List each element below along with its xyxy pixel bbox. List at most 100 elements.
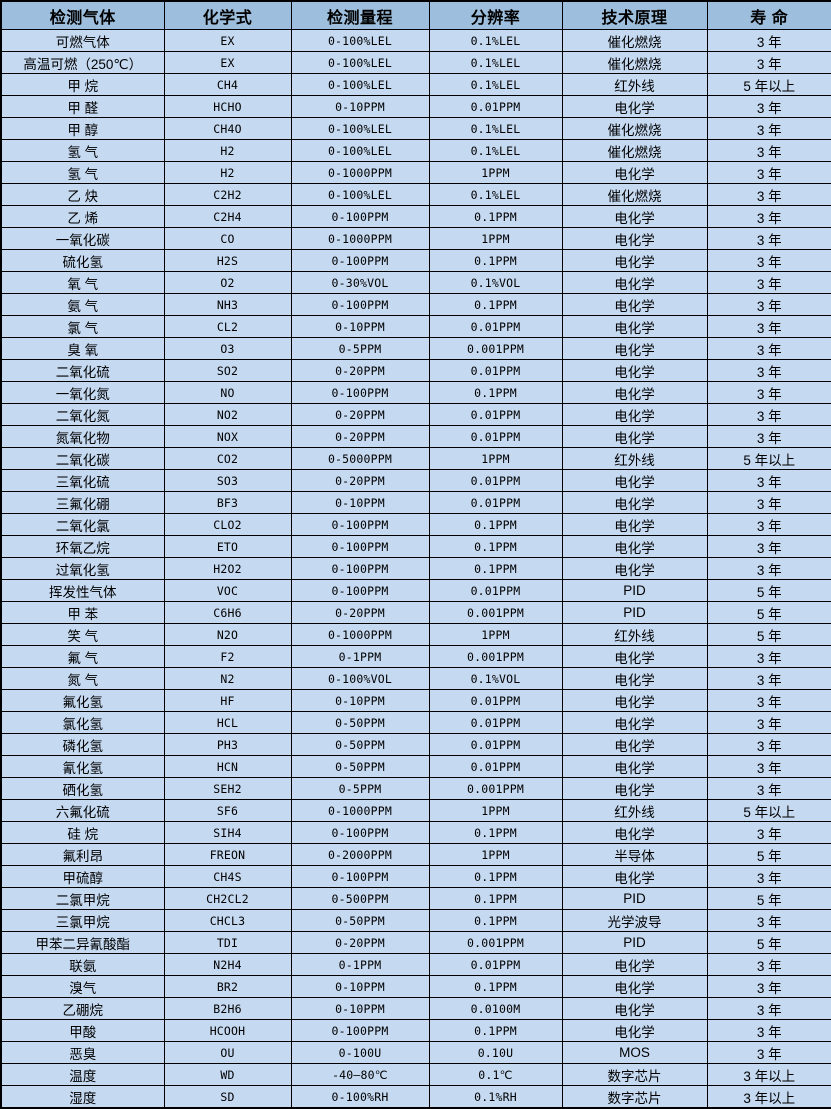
cell-resolution: 0.01PPM bbox=[428, 425, 563, 448]
header-row: 检测气体 化学式 检测量程 分辨率 技术原理 寿 命 bbox=[0, 0, 831, 30]
table-body: 可燃气体 EX 0-100%LEL 0.1%LEL 催化燃烧 3 年高温可燃（250℃） E… bbox=[0, 29, 831, 1109]
cell-resolution: 0.1PPM bbox=[428, 557, 563, 580]
table-row: 二氯甲烷 CH2CL2 0-500PPM 0.1PPM PID 5 年 bbox=[0, 887, 831, 910]
cell-resolution: 0.1PPM bbox=[428, 381, 563, 404]
cell-range: 0-100%LEL bbox=[290, 139, 430, 162]
cell-resolution: 0.01PPM bbox=[428, 711, 563, 734]
cell-lifetime: 3 年 bbox=[706, 975, 831, 998]
cell-lifetime: 3 年 bbox=[706, 205, 831, 228]
table-row: 过氧化氢 H2O2 0-100PPM 0.1PPM 电化学 3 年 bbox=[0, 557, 831, 580]
table-row: 乙 烯 C2H4 0-100PPM 0.1PPM 电化学 3 年 bbox=[0, 205, 831, 228]
cell-formula: NOX bbox=[163, 425, 292, 448]
table-row: 甲酸 HCOOH 0-100PPM 0.1PPM 电化学 3 年 bbox=[0, 1019, 831, 1042]
table-row: 六氟化硫 SF6 0-1000PPM 1PPM 红外线 5 年以上 bbox=[0, 799, 831, 822]
cell-formula: SEH2 bbox=[163, 777, 292, 800]
cell-range: 0-50PPM bbox=[290, 733, 430, 756]
cell-resolution: 0.1PPM bbox=[428, 975, 563, 998]
cell-lifetime: 3 年 bbox=[706, 315, 831, 338]
table-row: 三氯甲烷 CHCL3 0-50PPM 0.1PPM 光学波导 3 年 bbox=[0, 909, 831, 932]
cell-principle: 电化学 bbox=[561, 755, 708, 778]
cell-formula: SO2 bbox=[163, 359, 292, 382]
cell-formula: CO2 bbox=[163, 447, 292, 470]
cell-gas-name: 一氧化氮 bbox=[0, 381, 165, 404]
cell-lifetime: 3 年以上 bbox=[706, 1085, 831, 1109]
cell-range: 0-100%RH bbox=[290, 1085, 430, 1109]
cell-gas-name: 氟利昂 bbox=[0, 843, 165, 866]
cell-range: 0-50PPM bbox=[290, 711, 430, 734]
cell-lifetime: 5 年 bbox=[706, 931, 831, 954]
cell-range: 0-10PPM bbox=[290, 975, 430, 998]
cell-gas-name: 二氧化氮 bbox=[0, 403, 165, 426]
cell-range: 0-1000PPM bbox=[290, 799, 430, 822]
cell-formula: CO bbox=[163, 227, 292, 250]
cell-range: 0-100%LEL bbox=[290, 73, 430, 96]
table-row: 磷化氢 PH3 0-50PPM 0.01PPM 电化学 3 年 bbox=[0, 733, 831, 756]
cell-resolution: 0.1%RH bbox=[428, 1085, 563, 1109]
cell-lifetime: 3 年 bbox=[706, 667, 831, 690]
cell-lifetime: 3 年 bbox=[706, 755, 831, 778]
cell-lifetime: 3 年 bbox=[706, 29, 831, 52]
cell-formula: VOC bbox=[163, 579, 292, 602]
cell-resolution: 1PPM bbox=[428, 161, 563, 184]
cell-formula: CL2 bbox=[163, 315, 292, 338]
cell-lifetime: 3 年 bbox=[706, 293, 831, 316]
cell-principle: 电化学 bbox=[561, 359, 708, 382]
cell-formula: H2S bbox=[163, 249, 292, 272]
table-row: 二氧化氯 CLO2 0-100PPM 0.1PPM 电化学 3 年 bbox=[0, 513, 831, 536]
cell-principle: 电化学 bbox=[561, 997, 708, 1020]
cell-principle: 红外线 bbox=[561, 799, 708, 822]
cell-gas-name: 环氧乙烷 bbox=[0, 535, 165, 558]
cell-resolution: 1PPM bbox=[428, 623, 563, 646]
cell-gas-name: 乙 炔 bbox=[0, 183, 165, 206]
table-row: 甲 醛 HCHO 0-10PPM 0.01PPM 电化学 3 年 bbox=[0, 95, 831, 118]
cell-range: 0-100%LEL bbox=[290, 51, 430, 74]
cell-principle: 电化学 bbox=[561, 953, 708, 976]
cell-lifetime: 3 年 bbox=[706, 271, 831, 294]
cell-resolution: 0.001PPM bbox=[428, 337, 563, 360]
cell-principle: 电化学 bbox=[561, 315, 708, 338]
cell-formula: N2O bbox=[163, 623, 292, 646]
cell-resolution: 0.1PPM bbox=[428, 535, 563, 558]
column-header-resolution: 分辨率 bbox=[428, 0, 563, 30]
cell-gas-name: 高温可燃（250℃） bbox=[0, 51, 165, 74]
cell-gas-name: 湿度 bbox=[0, 1085, 165, 1109]
cell-principle: 红外线 bbox=[561, 447, 708, 470]
column-header-range: 检测量程 bbox=[290, 0, 430, 30]
cell-range: 0-5000PPM bbox=[290, 447, 430, 470]
cell-resolution: 0.01PPM bbox=[428, 755, 563, 778]
cell-formula: CH4 bbox=[163, 73, 292, 96]
cell-gas-name: 硒化氢 bbox=[0, 777, 165, 800]
table-row: 一氧化碳 CO 0-1000PPM 1PPM 电化学 3 年 bbox=[0, 227, 831, 250]
cell-formula: F2 bbox=[163, 645, 292, 668]
cell-principle: 电化学 bbox=[561, 557, 708, 580]
cell-principle: 数字芯片 bbox=[561, 1085, 708, 1109]
cell-principle: 电化学 bbox=[561, 513, 708, 536]
table-row: 高温可燃（250℃） EX 0-100%LEL 0.1%LEL 催化燃烧 3 年 bbox=[0, 51, 831, 74]
cell-principle: 电化学 bbox=[561, 249, 708, 272]
cell-principle: 电化学 bbox=[561, 161, 708, 184]
cell-gas-name: 氧 气 bbox=[0, 271, 165, 294]
cell-lifetime: 3 年 bbox=[706, 865, 831, 888]
table-row: 氨 气 NH3 0-100PPM 0.1PPM 电化学 3 年 bbox=[0, 293, 831, 316]
cell-formula: C2H2 bbox=[163, 183, 292, 206]
cell-resolution: 1PPM bbox=[428, 447, 563, 470]
cell-principle: 电化学 bbox=[561, 667, 708, 690]
cell-formula: CHCL3 bbox=[163, 909, 292, 932]
cell-formula: N2 bbox=[163, 667, 292, 690]
cell-gas-name: 甲 醛 bbox=[0, 95, 165, 118]
cell-resolution: 0.01PPM bbox=[428, 403, 563, 426]
cell-resolution: 1PPM bbox=[428, 227, 563, 250]
cell-lifetime: 3 年 bbox=[706, 381, 831, 404]
cell-formula: CH4O bbox=[163, 117, 292, 140]
cell-gas-name: 氰化氢 bbox=[0, 755, 165, 778]
cell-resolution: 0.1PPM bbox=[428, 909, 563, 932]
cell-lifetime: 3 年 bbox=[706, 997, 831, 1020]
cell-principle: 催化燃烧 bbox=[561, 51, 708, 74]
cell-gas-name: 氟化氢 bbox=[0, 689, 165, 712]
table-row: 一氧化氮 NO 0-100PPM 0.1PPM 电化学 3 年 bbox=[0, 381, 831, 404]
cell-range: 0-100%LEL bbox=[290, 117, 430, 140]
cell-formula: HCL bbox=[163, 711, 292, 734]
cell-range: 0-20PPM bbox=[290, 469, 430, 492]
cell-lifetime: 3 年 bbox=[706, 425, 831, 448]
cell-resolution: 0.1PPM bbox=[428, 887, 563, 910]
